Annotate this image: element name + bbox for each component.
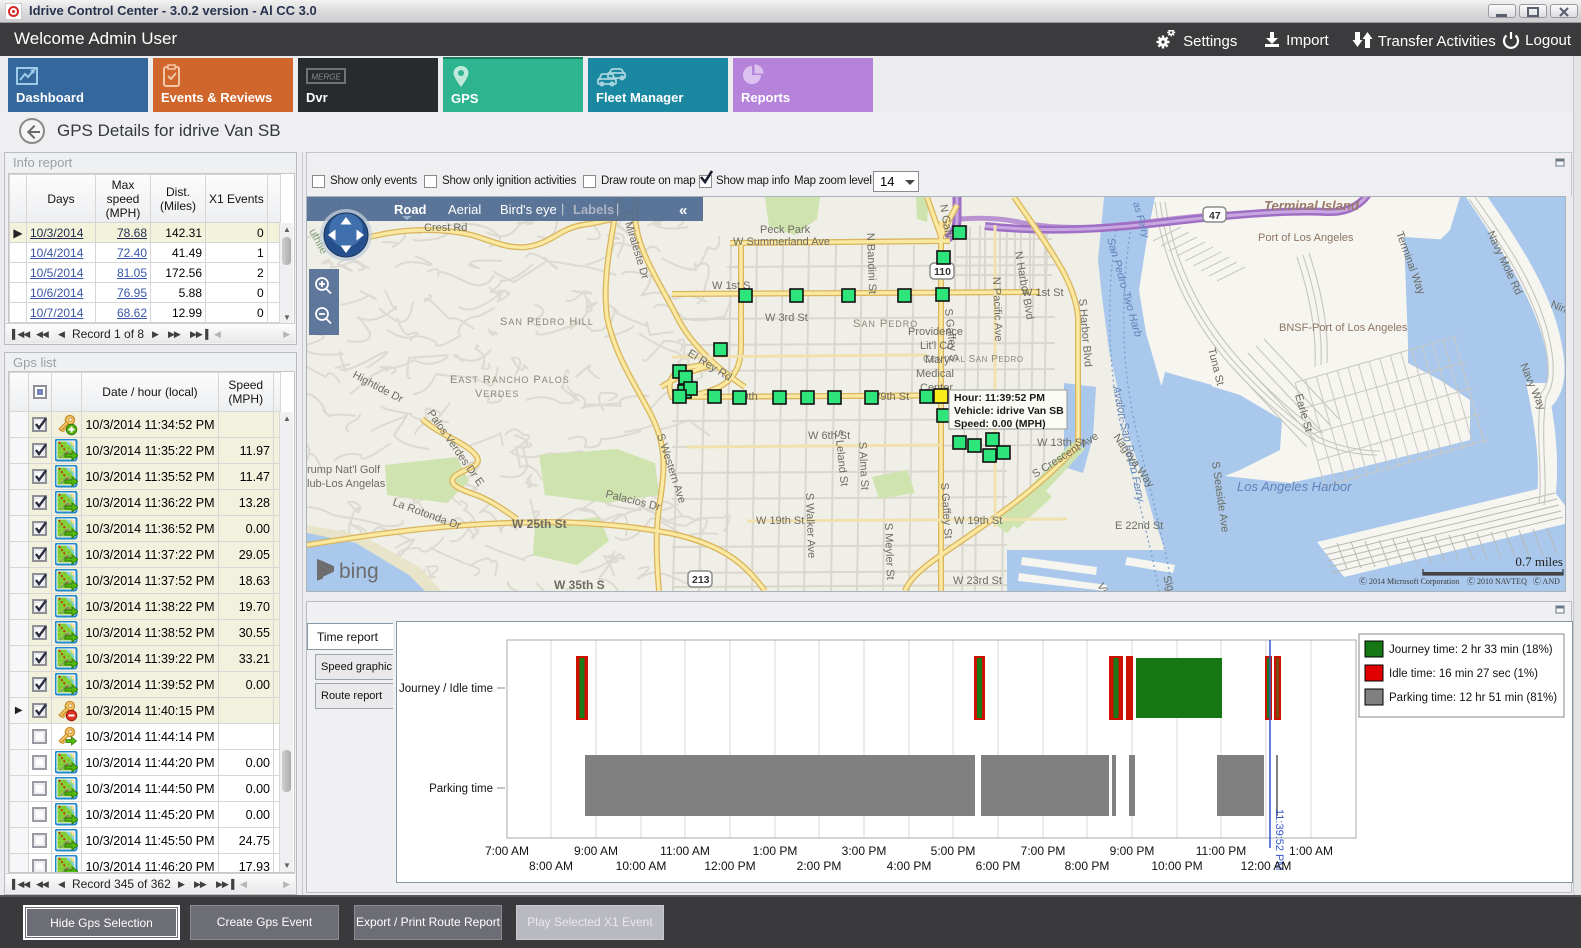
svg-text:7:00 AM: 7:00 AM <box>485 844 529 858</box>
svg-text:Sign: Sign <box>1160 574 1178 591</box>
svg-text:MERGE: MERGE <box>311 73 341 82</box>
svg-text:S Walker Ave: S Walker Ave <box>803 493 817 559</box>
svg-text:S Harbor Blvd: S Harbor Blvd <box>1076 298 1094 367</box>
svg-text:|: | <box>616 201 619 216</box>
svg-text:6:00 PM: 6:00 PM <box>976 859 1021 873</box>
svg-text:N Gaffi: N Gaffi <box>937 203 955 239</box>
svg-text:W 19th St: W 19th St <box>954 515 1002 527</box>
svg-text:W 6th St: W 6th St <box>808 430 850 442</box>
svg-text:rump Nat'l Golf: rump Nat'l Golf <box>307 464 381 476</box>
svg-text:Via: Via <box>1094 581 1112 591</box>
svg-text:110: 110 <box>934 266 951 278</box>
svg-text:Port of Los Angeles: Port of Los Angeles <box>1258 232 1354 244</box>
svg-text:8:00 PM: 8:00 PM <box>1065 859 1110 873</box>
svg-text:Parking time: Parking time <box>429 783 493 795</box>
svg-text:10:00 PM: 10:00 PM <box>1151 859 1202 873</box>
svg-text:10:00 AM: 10:00 AM <box>616 859 667 873</box>
svg-text:47: 47 <box>1209 210 1221 222</box>
svg-text:W 35th S: W 35th S <box>554 578 605 591</box>
svg-text:11:00 AM: 11:00 AM <box>660 844 710 858</box>
svg-text:Parking time: 12 hr 51 min (81: Parking time: 12 hr 51 min (81%) <box>1389 692 1557 704</box>
svg-text:9:00 AM: 9:00 AM <box>574 844 618 858</box>
svg-text:CENTRAL SAN PEDRO: CENTRAL SAN PEDRO <box>923 354 1023 365</box>
svg-text:SAN PEDRO HILL: SAN PEDRO HILL <box>500 316 594 328</box>
svg-text:Journey time: 2 hr 33 min (18%: Journey time: 2 hr 33 min (18%) <box>1389 644 1553 656</box>
svg-text:2:00 PM: 2:00 PM <box>797 859 842 873</box>
svg-text:213: 213 <box>692 574 710 586</box>
svg-text:12:00 PM: 12:00 PM <box>704 859 755 873</box>
svg-text:Ⓒ AND: Ⓒ AND <box>1533 577 1560 586</box>
svg-text:W 19th St: W 19th St <box>756 515 804 527</box>
svg-text:S Gaffey S: S Gaffey S <box>942 308 959 362</box>
svg-text:Road: Road <box>394 202 427 217</box>
svg-text:11:39:52 PM: 11:39:52 PM <box>1273 809 1285 871</box>
svg-text:Terminal Island: Terminal Island <box>1264 198 1360 213</box>
svg-text:Crest Rd: Crest Rd <box>424 222 467 234</box>
svg-text:W 1st St: W 1st St <box>1022 287 1064 299</box>
svg-text:W Summerland Ave: W Summerland Ave <box>733 236 830 248</box>
svg-text:Los Angeles Harbor: Los Angeles Harbor <box>1237 479 1352 494</box>
svg-text:S Gaffey St: S Gaffey St <box>938 482 954 539</box>
svg-text:SAN PEDRO: SAN PEDRO <box>853 318 918 330</box>
svg-text:Speed: 0.00 (MPH): Speed: 0.00 (MPH) <box>954 418 1046 430</box>
svg-text:0.7 miles: 0.7 miles <box>1515 554 1563 569</box>
svg-text:W 3rd St: W 3rd St <box>765 312 808 324</box>
svg-text:7:00 PM: 7:00 PM <box>1021 844 1066 858</box>
svg-text:Labels: Labels <box>573 202 614 217</box>
svg-text:5:00 PM: 5:00 PM <box>931 844 976 858</box>
svg-text:Hour: 11:39:52 PM: Hour: 11:39:52 PM <box>954 392 1045 404</box>
svg-text:W 23rd St: W 23rd St <box>953 575 1002 587</box>
svg-text:Aerial: Aerial <box>448 202 481 217</box>
svg-text:lub-Los Angelas: lub-Los Angelas <box>307 478 386 490</box>
svg-text:Peck Park: Peck Park <box>760 224 811 236</box>
svg-text:W9th St: W9th St <box>870 391 909 403</box>
svg-text:W 13th St: W 13th St <box>1037 437 1085 449</box>
svg-text:N Pacific Ave: N Pacific Ave <box>990 277 1004 342</box>
svg-text:|: | <box>561 201 564 216</box>
svg-text:Journey / Idle time: Journey / Idle time <box>399 683 493 695</box>
svg-text:Medical: Medical <box>916 368 954 380</box>
svg-text:Vehicle: idrive Van SB: Vehicle: idrive Van SB <box>954 405 1064 417</box>
svg-text:Mary: Mary <box>925 354 950 366</box>
svg-text:9:00 PM: 9:00 PM <box>1110 844 1155 858</box>
svg-text:Lit'l Co: Lit'l Co <box>920 340 953 352</box>
svg-text:N Bandini St: N Bandini St <box>864 233 878 295</box>
svg-text:BNSF-Port of Los Angeles: BNSF-Port of Los Angeles <box>1279 322 1408 334</box>
svg-text:Ⓒ 2010 NAVTEQ: Ⓒ 2010 NAVTEQ <box>1467 577 1527 586</box>
svg-text:S Meyler St: S Meyler St <box>882 523 896 580</box>
svg-text:S Leland St: S Leland St <box>832 429 850 487</box>
svg-text:11:00 PM: 11:00 PM <box>1196 844 1246 858</box>
svg-text:4:00 PM: 4:00 PM <box>887 859 932 873</box>
svg-text:VERDES: VERDES <box>475 388 519 400</box>
svg-text:1:00 AM: 1:00 AM <box>1289 844 1333 858</box>
svg-text:bing: bing <box>339 560 379 583</box>
svg-text:1:00 PM: 1:00 PM <box>753 844 798 858</box>
svg-text:Providence: Providence <box>908 326 963 338</box>
svg-text:W 25th St: W 25th St <box>512 517 567 531</box>
svg-text:Idle time: 16 min 27 sec (1%): Idle time: 16 min 27 sec (1%) <box>1389 668 1538 680</box>
svg-text:Ⓒ 2014 Microsoft Corporation: Ⓒ 2014 Microsoft Corporation <box>1359 577 1459 586</box>
svg-text:3:00 PM: 3:00 PM <box>842 844 887 858</box>
svg-text:EAST RANCHO PALOS: EAST RANCHO PALOS <box>450 374 570 386</box>
svg-text:8:00 AM: 8:00 AM <box>529 859 573 873</box>
svg-text:12:00 AM: 12:00 AM <box>1241 859 1292 873</box>
svg-text:«: « <box>679 202 687 219</box>
svg-text:E 22nd St: E 22nd St <box>1115 520 1163 532</box>
svg-text:Bird's eye: Bird's eye <box>500 202 557 217</box>
svg-text:S Alma St: S Alma St <box>856 442 871 491</box>
